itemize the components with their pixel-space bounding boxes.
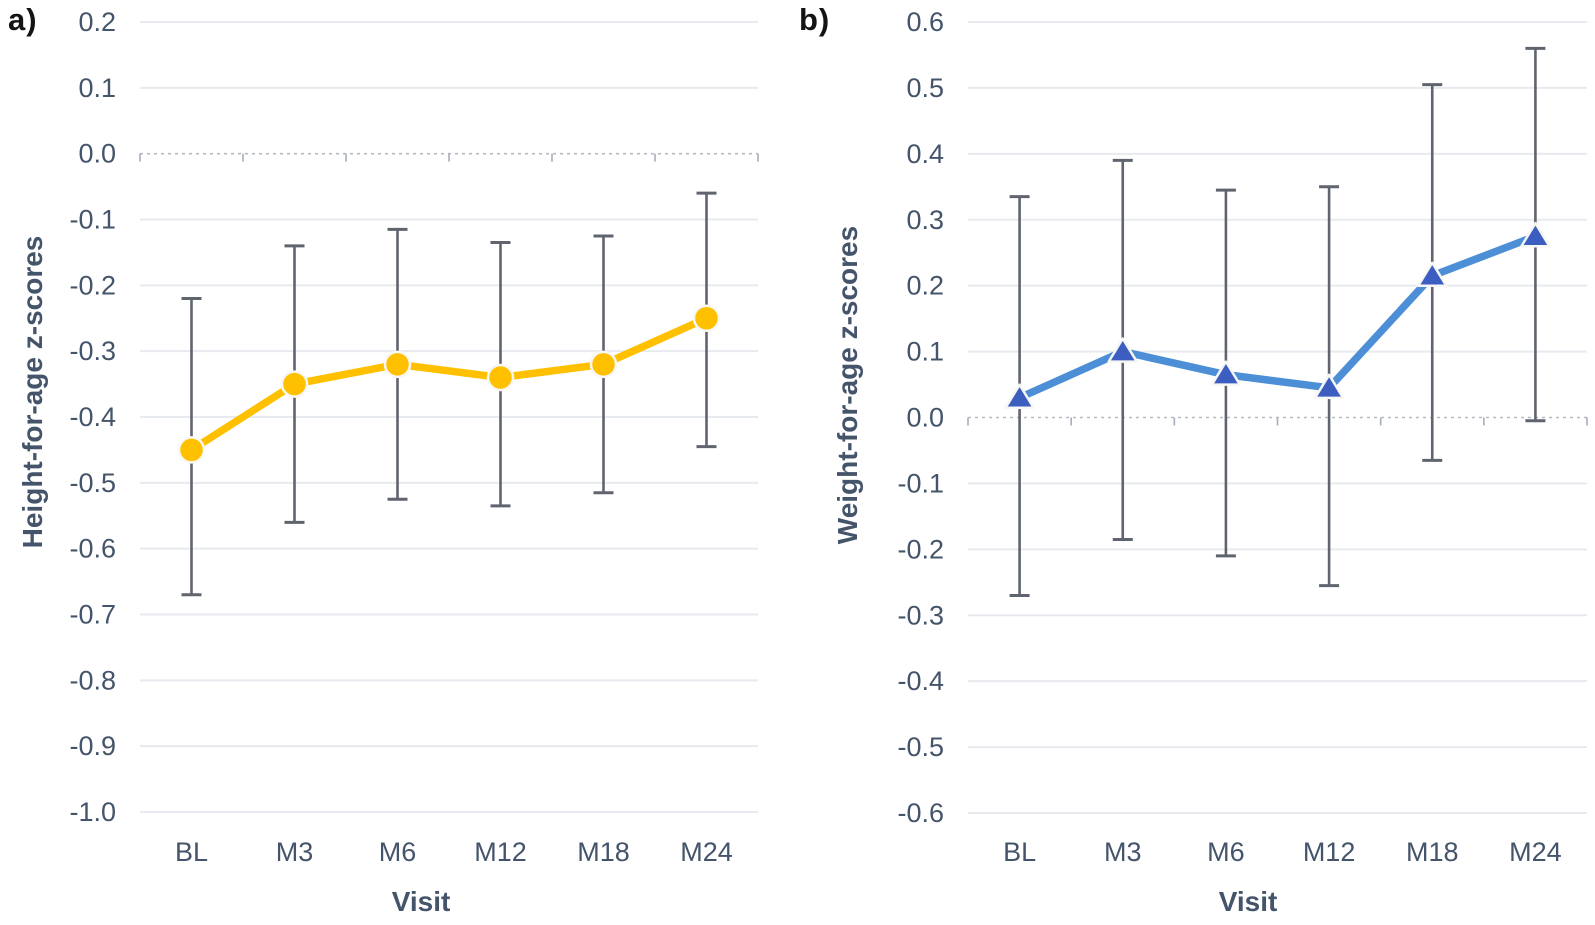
y-tick-label: -0.6 xyxy=(897,798,944,828)
y-tick-label: 0.6 xyxy=(906,7,944,37)
x-tick-label: M12 xyxy=(474,837,527,867)
y-tick-label: -0.1 xyxy=(897,468,944,498)
y-tick-label: -0.1 xyxy=(69,205,116,235)
panel-label-b: b) xyxy=(799,2,831,37)
x-tick-label: M6 xyxy=(1207,837,1245,867)
x-tick-label: M18 xyxy=(577,837,630,867)
data-point-marker xyxy=(589,350,618,379)
y-axis-title-b: Weight-for-age z-scores xyxy=(832,225,863,545)
x-tick-label: BL xyxy=(175,837,208,867)
y-tick-label: 0.5 xyxy=(906,73,944,103)
series-line xyxy=(187,314,711,454)
data-point-marker xyxy=(280,370,309,398)
y-tick-label: -0.8 xyxy=(69,665,116,695)
y-tick-label: -0.2 xyxy=(69,270,116,300)
y-tick-label: 0.2 xyxy=(78,7,116,37)
y-tick-label: -0.7 xyxy=(69,600,116,630)
y-axis-title-a: Height-for-age z-scores xyxy=(17,235,48,549)
y-tick-label: -0.9 xyxy=(69,731,116,761)
x-tick-label: M3 xyxy=(276,837,314,867)
y-tick-label: 0.2 xyxy=(906,271,944,301)
data-point-marker xyxy=(1210,360,1242,386)
y-tick-label: 0.1 xyxy=(78,73,116,103)
data-point-marker xyxy=(486,363,515,392)
y-tick-label: -0.4 xyxy=(897,666,944,696)
y-tick-label: -0.3 xyxy=(69,336,116,366)
y-tick-label: -0.6 xyxy=(69,534,116,564)
series-line xyxy=(1015,232,1540,402)
y-tick-label: 0.0 xyxy=(906,403,944,433)
data-point-marker xyxy=(1313,373,1345,400)
y-tick-label: -0.3 xyxy=(897,600,944,630)
panel-label-a: a) xyxy=(8,2,38,37)
chart-b: 0.6 0.5 0.4 0.3 0.2 0.1 0.0 -0.1 -0.2 -0.3 -0.4 -0.… xyxy=(897,7,1588,867)
y-tick-label: 0.4 xyxy=(906,139,944,169)
y-tick-label: -0.5 xyxy=(69,468,116,498)
y-tick-label: -0.2 xyxy=(897,534,944,564)
y-tick-label: 0.1 xyxy=(906,337,944,367)
data-point-marker xyxy=(692,304,721,332)
x-tick-label: M3 xyxy=(1104,837,1142,867)
x-tick-label: BL xyxy=(1003,837,1036,867)
chart-a: 0.2 0.1 0.0 -0.1 -0.2 -0.3 -0.4 -0.5 -0.6 -0.7 -0.… xyxy=(69,7,759,867)
x-tick-label: M24 xyxy=(680,837,733,867)
x-axis-title-b: Visit xyxy=(1218,886,1278,917)
y-tick-label: -1.0 xyxy=(69,797,116,827)
y-tick-label: 0.0 xyxy=(78,139,116,169)
data-point-marker xyxy=(1004,383,1035,409)
y-tick-label: -0.4 xyxy=(69,402,116,432)
data-point-marker xyxy=(383,350,412,379)
x-tick-label: M12 xyxy=(1303,837,1356,867)
x-axis-title-a: Visit xyxy=(391,886,451,917)
data-point-marker xyxy=(1107,337,1138,363)
y-tick-label: 0.3 xyxy=(906,205,944,235)
data-point-marker xyxy=(1417,261,1448,288)
data-point-marker xyxy=(177,436,206,464)
y-tick-label: -0.5 xyxy=(897,732,944,762)
x-tick-label: M18 xyxy=(1406,837,1459,867)
data-point-marker xyxy=(1520,221,1551,248)
x-tick-label: M6 xyxy=(379,837,417,867)
x-tick-label: M24 xyxy=(1509,837,1562,867)
